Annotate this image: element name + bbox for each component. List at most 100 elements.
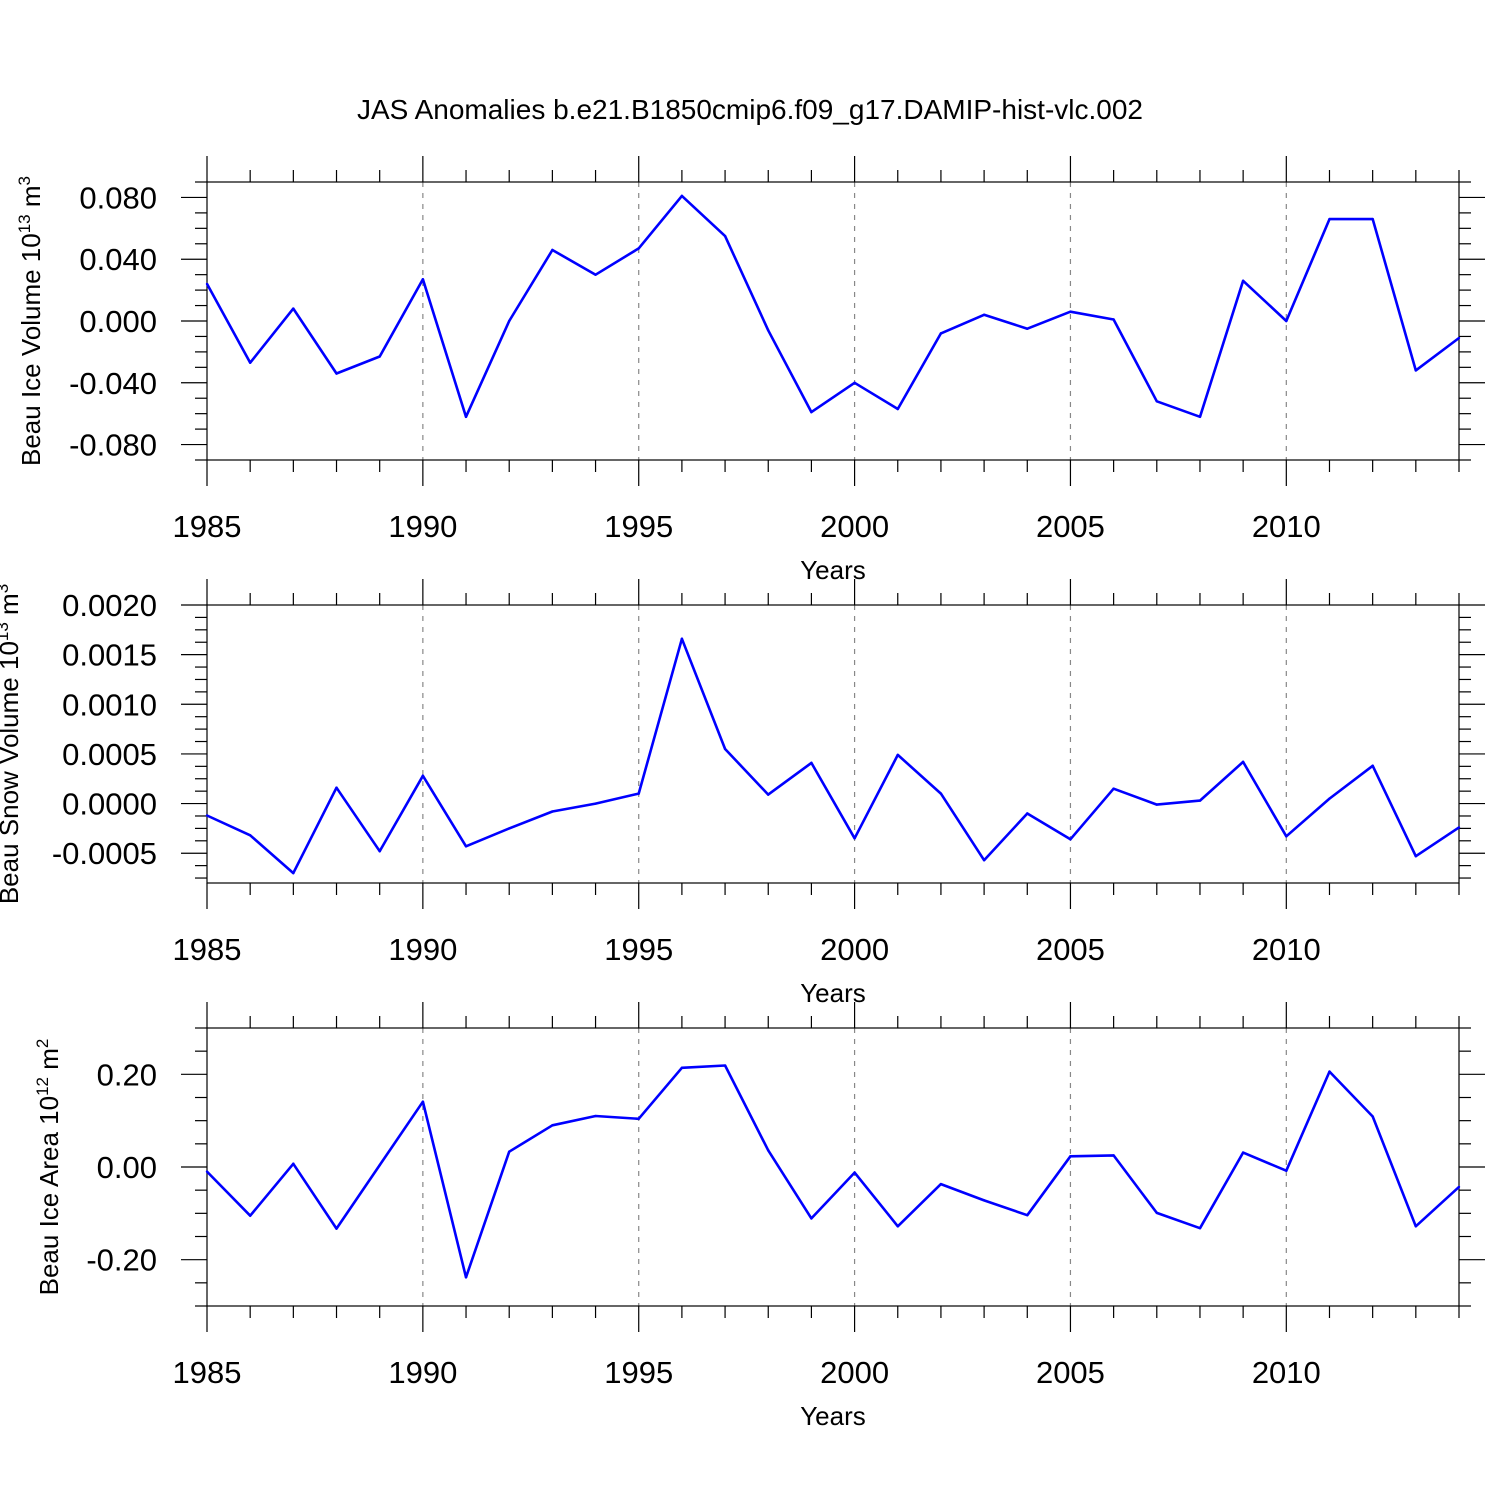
data-point-2001 (896, 407, 899, 411)
x-tick-label: 2000 (820, 509, 889, 544)
plot-frame (206, 181, 1460, 461)
y-axis-title-text: Beau Ice Volume 10 (16, 233, 46, 466)
data-point-2000 (853, 1171, 856, 1174)
data-point-2012 (1371, 764, 1374, 768)
data-point-1988 (335, 1227, 338, 1230)
data-point-2010 (1285, 1169, 1288, 1172)
y-axis-title: Beau Ice Area 1012 m2 (33, 1039, 64, 1296)
data-point-2011 (1328, 797, 1331, 800)
data-point-1985 (205, 282, 209, 286)
plot-frame (206, 604, 1460, 884)
x-tick-label: 1990 (388, 932, 457, 967)
data-point-2001 (896, 1225, 899, 1228)
data-point-2002 (939, 1182, 943, 1186)
y-tick-label: 0.000 (79, 304, 157, 339)
data-point-2009 (1241, 1151, 1245, 1154)
y-tick-label: 0.0010 (62, 687, 157, 722)
x-axis-title: Years (800, 1401, 866, 1431)
data-point-2007 (1155, 1211, 1158, 1215)
x-tick-label: 1985 (173, 1355, 242, 1390)
data-point-1987 (292, 1162, 295, 1165)
panel-snow-volume: -0.0005 0.0000 0.0005 0.0010 0.0015 0.0020 198… (0, 579, 1485, 1008)
y-axis-title-text: Beau Ice Area 10 (34, 1096, 64, 1295)
data-point-1987 (292, 871, 295, 875)
data-point-2000 (853, 837, 856, 840)
x-tick-label: 2005 (1036, 509, 1105, 544)
data-point-2006 (1112, 1154, 1115, 1157)
plot-frame (206, 1027, 1460, 1307)
y-axis-title-unit: m (0, 593, 24, 622)
data-point-1995 (637, 1117, 640, 1121)
data-point-2010 (1285, 319, 1288, 323)
data-point-1997 (723, 234, 727, 238)
data-point-2007 (1155, 803, 1158, 806)
series-line (206, 1064, 1460, 1279)
data-point-2011 (1328, 1070, 1331, 1073)
data-point-2008 (1198, 1226, 1202, 1230)
y-tick-label: -0.0005 (52, 836, 157, 871)
x-tick-label: 2000 (820, 932, 889, 967)
data-point-1991 (464, 415, 468, 418)
data-point-2005 (1069, 838, 1072, 841)
data-point-2003 (982, 1199, 986, 1202)
x-tick-label: 1995 (604, 509, 673, 544)
y-tick-label: 0.0020 (62, 588, 157, 623)
data-point-2012 (1371, 217, 1374, 221)
y-tick-label: 0.0015 (62, 638, 157, 673)
data-point-1989 (378, 1163, 381, 1167)
data-point-1998 (767, 329, 770, 332)
y-tick-label: 0.00 (97, 1150, 157, 1185)
data-point-2012 (1371, 1115, 1374, 1118)
data-point-2002 (939, 792, 943, 795)
data-point-1996 (680, 194, 684, 198)
data-point-2009 (1241, 760, 1245, 764)
data-point-1985 (205, 814, 209, 817)
data-point-2007 (1155, 400, 1158, 403)
data-point-2006 (1112, 318, 1115, 321)
x-tick-label: 2005 (1036, 932, 1105, 967)
data-point-1998 (767, 1149, 770, 1152)
chart-title: JAS Anomalies b.e21.B1850cmip6.f09_g17.D… (357, 94, 1143, 125)
y-tick-label: 0.20 (97, 1057, 157, 1092)
x-tick-label: 1985 (173, 932, 242, 967)
data-point-2002 (939, 332, 943, 335)
x-tick-label: 1995 (604, 1355, 673, 1390)
data-point-2008 (1198, 799, 1202, 802)
data-point-2004 (1026, 327, 1029, 330)
data-point-1995 (637, 247, 640, 250)
data-point-1998 (767, 793, 770, 796)
y-tick-label: -0.080 (69, 428, 157, 463)
x-axis-title: Years (800, 555, 866, 585)
data-point-2005 (1069, 1155, 1072, 1158)
x-tick-label: 1990 (388, 509, 457, 544)
y-axis-title: Beau Ice Volume 1013 m3 (15, 176, 46, 466)
y-axis-title-text: Beau Snow Volume 10 (0, 641, 24, 904)
data-point-1996 (680, 637, 684, 640)
data-point-1996 (680, 1066, 684, 1070)
data-point-1986 (248, 834, 252, 837)
data-point-2014 (1457, 336, 1461, 340)
data-point-2000 (853, 381, 856, 384)
x-tick-label: 2010 (1252, 509, 1321, 544)
data-point-1989 (378, 850, 381, 853)
data-point-2005 (1069, 310, 1072, 313)
panel-ice-area: -0.20 0.00 0.20 1985 1990 1995 2000 2005 2010 Yea… (33, 1002, 1485, 1431)
data-point-2003 (982, 858, 986, 862)
data-point-1992 (508, 319, 511, 323)
data-point-1999 (810, 410, 813, 414)
y-tick-label: 0.0000 (62, 787, 157, 822)
data-point-2013 (1414, 369, 1418, 372)
data-point-1990 (421, 1100, 425, 1103)
data-point-1995 (637, 792, 640, 795)
data-point-1990 (421, 774, 425, 777)
data-point-2004 (1026, 1213, 1029, 1217)
data-point-1999 (810, 761, 813, 765)
panel-ice-volume: -0.080 -0.040 0.000 0.040 0.080 1985 1990 1995 2… (15, 156, 1485, 585)
y-axis-title-exponent: 13 (0, 622, 12, 641)
data-point-2013 (1414, 1225, 1418, 1228)
x-tick-label: 1990 (388, 1355, 457, 1390)
y-tick-label: -0.20 (86, 1243, 157, 1278)
data-point-1989 (378, 355, 381, 358)
y-axis-title-unit: m (16, 185, 46, 214)
